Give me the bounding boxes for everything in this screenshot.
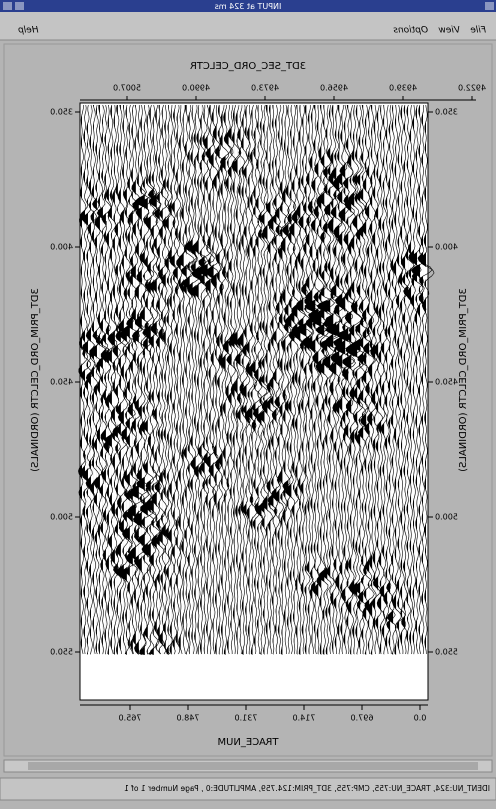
bottom-tick-label: 765.0 bbox=[119, 714, 142, 723]
page: INPUT at 324 ms File View Options Help 3… bbox=[0, 0, 496, 805]
top-tick-label: 4990.0 bbox=[182, 84, 210, 93]
status-text: IDENT_NU:324, TRACE_NU:755, CMP:755, 3DT… bbox=[124, 784, 490, 793]
left-axis-title: 3DT_PRIM_ORD_CELCTR (ORDINALS) bbox=[30, 288, 41, 472]
left-tick-label: 400.0 bbox=[435, 243, 458, 252]
menu-item[interactable]: View bbox=[438, 26, 460, 36]
window-menu-button[interactable] bbox=[485, 2, 494, 10]
minimize-button[interactable] bbox=[15, 2, 24, 10]
help-menu[interactable]: Help bbox=[18, 26, 39, 36]
bottom-tick-label: 748.0 bbox=[177, 714, 200, 723]
left-tick-label: 550.0 bbox=[435, 648, 458, 657]
scrollbar-thumb[interactable] bbox=[28, 762, 478, 770]
bottom-tick-label: 714.0 bbox=[293, 714, 316, 723]
maximize-button[interactable] bbox=[3, 2, 12, 10]
bottom-tick-label: 697.0 bbox=[351, 714, 374, 723]
left-tick-label: 350.0 bbox=[435, 108, 458, 117]
menu-item[interactable]: Options bbox=[393, 26, 428, 36]
top-tick-label: 4922.0 bbox=[458, 84, 486, 93]
right-tick-label: 400.0 bbox=[50, 243, 73, 252]
right-tick-label: 550.0 bbox=[50, 648, 73, 657]
top-tick-label: 5007.0 bbox=[113, 84, 141, 93]
app-window: INPUT at 324 ms File View Options Help 3… bbox=[0, 0, 496, 805]
right-axis-title: 3DT_PRIM_ORD_CELCTR (ORDINALS) bbox=[458, 288, 469, 472]
right-tick-label: 350.0 bbox=[50, 108, 73, 117]
bottom-tick-label: 0.0 bbox=[414, 714, 427, 723]
left-tick-label: 450.0 bbox=[435, 378, 458, 387]
window-title: INPUT at 324 ms bbox=[215, 2, 282, 11]
top-tick-label: 4956.0 bbox=[320, 84, 348, 93]
mirrored-content: INPUT at 324 ms File View Options Help 3… bbox=[0, 0, 496, 805]
bottom-axis-title: TRACE_NUM bbox=[217, 737, 279, 748]
right-tick-label: 450.0 bbox=[50, 378, 73, 387]
right-tick-label: 500.0 bbox=[50, 513, 73, 522]
top-tick-label: 4939.0 bbox=[389, 84, 417, 93]
top-tick-label: 4973.0 bbox=[251, 84, 279, 93]
bottom-tick-label: 731.0 bbox=[235, 714, 258, 723]
left-tick-label: 500.0 bbox=[435, 513, 458, 522]
top-axis-title: 3DT_SEC_ORD_CELCTR bbox=[190, 61, 306, 72]
menu-item[interactable]: File bbox=[470, 26, 486, 36]
